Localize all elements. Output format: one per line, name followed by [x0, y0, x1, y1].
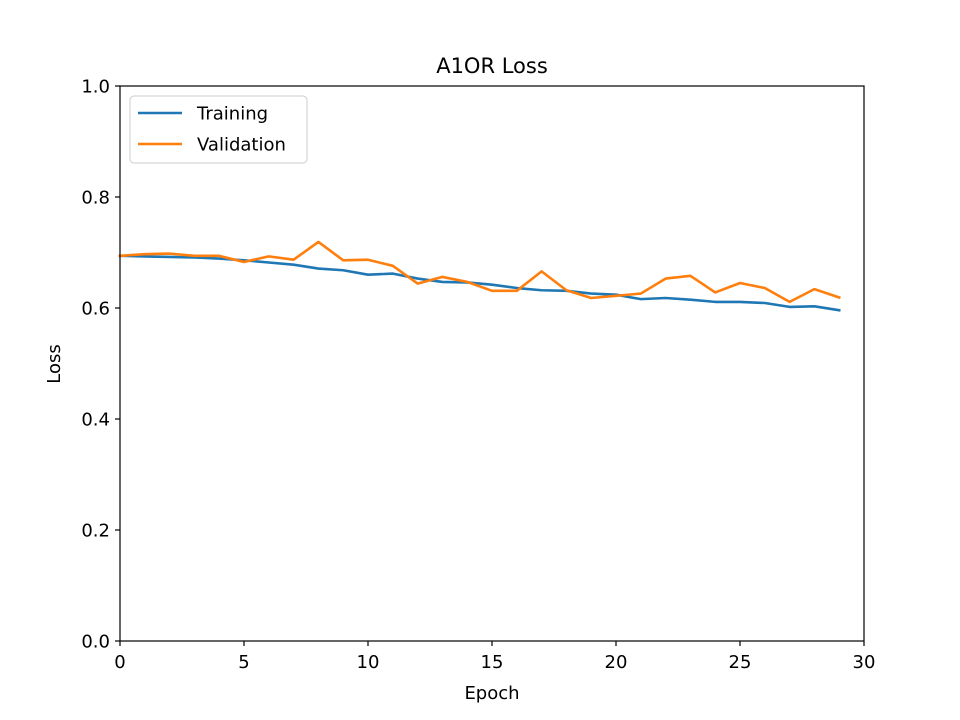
y-tick-label: 1.0: [81, 77, 110, 98]
x-tick-label: 15: [481, 652, 504, 673]
series-line-validation: [118, 240, 841, 304]
y-tick-label: 0.4: [81, 410, 110, 431]
legend: Training Validation: [129, 95, 308, 164]
legend-label-training: Training: [196, 104, 268, 125]
legend-label-validation: Validation: [197, 135, 286, 156]
y-axis: 0.0 0.2 0.4 0.6 0.8 1.0: [81, 77, 120, 653]
x-tick-label: 0: [114, 652, 125, 673]
x-axis-title: Epoch: [464, 683, 519, 704]
series-lines: [118, 240, 841, 312]
chart-title: A1OR Loss: [436, 54, 548, 78]
x-tick-label: 25: [729, 652, 752, 673]
y-tick-label: 0.2: [81, 521, 110, 542]
y-tick-label: 0.0: [81, 632, 110, 653]
x-tick-label: 30: [853, 652, 876, 673]
x-axis: 0 5 10 15 20 25 30: [114, 641, 875, 673]
y-tick-label: 0.6: [81, 299, 110, 320]
x-tick-label: 20: [605, 652, 628, 673]
x-tick-label: 10: [357, 652, 380, 673]
x-tick-label: 5: [238, 652, 249, 673]
y-axis-title: Loss: [44, 344, 65, 383]
y-tick-label: 0.8: [81, 188, 110, 209]
